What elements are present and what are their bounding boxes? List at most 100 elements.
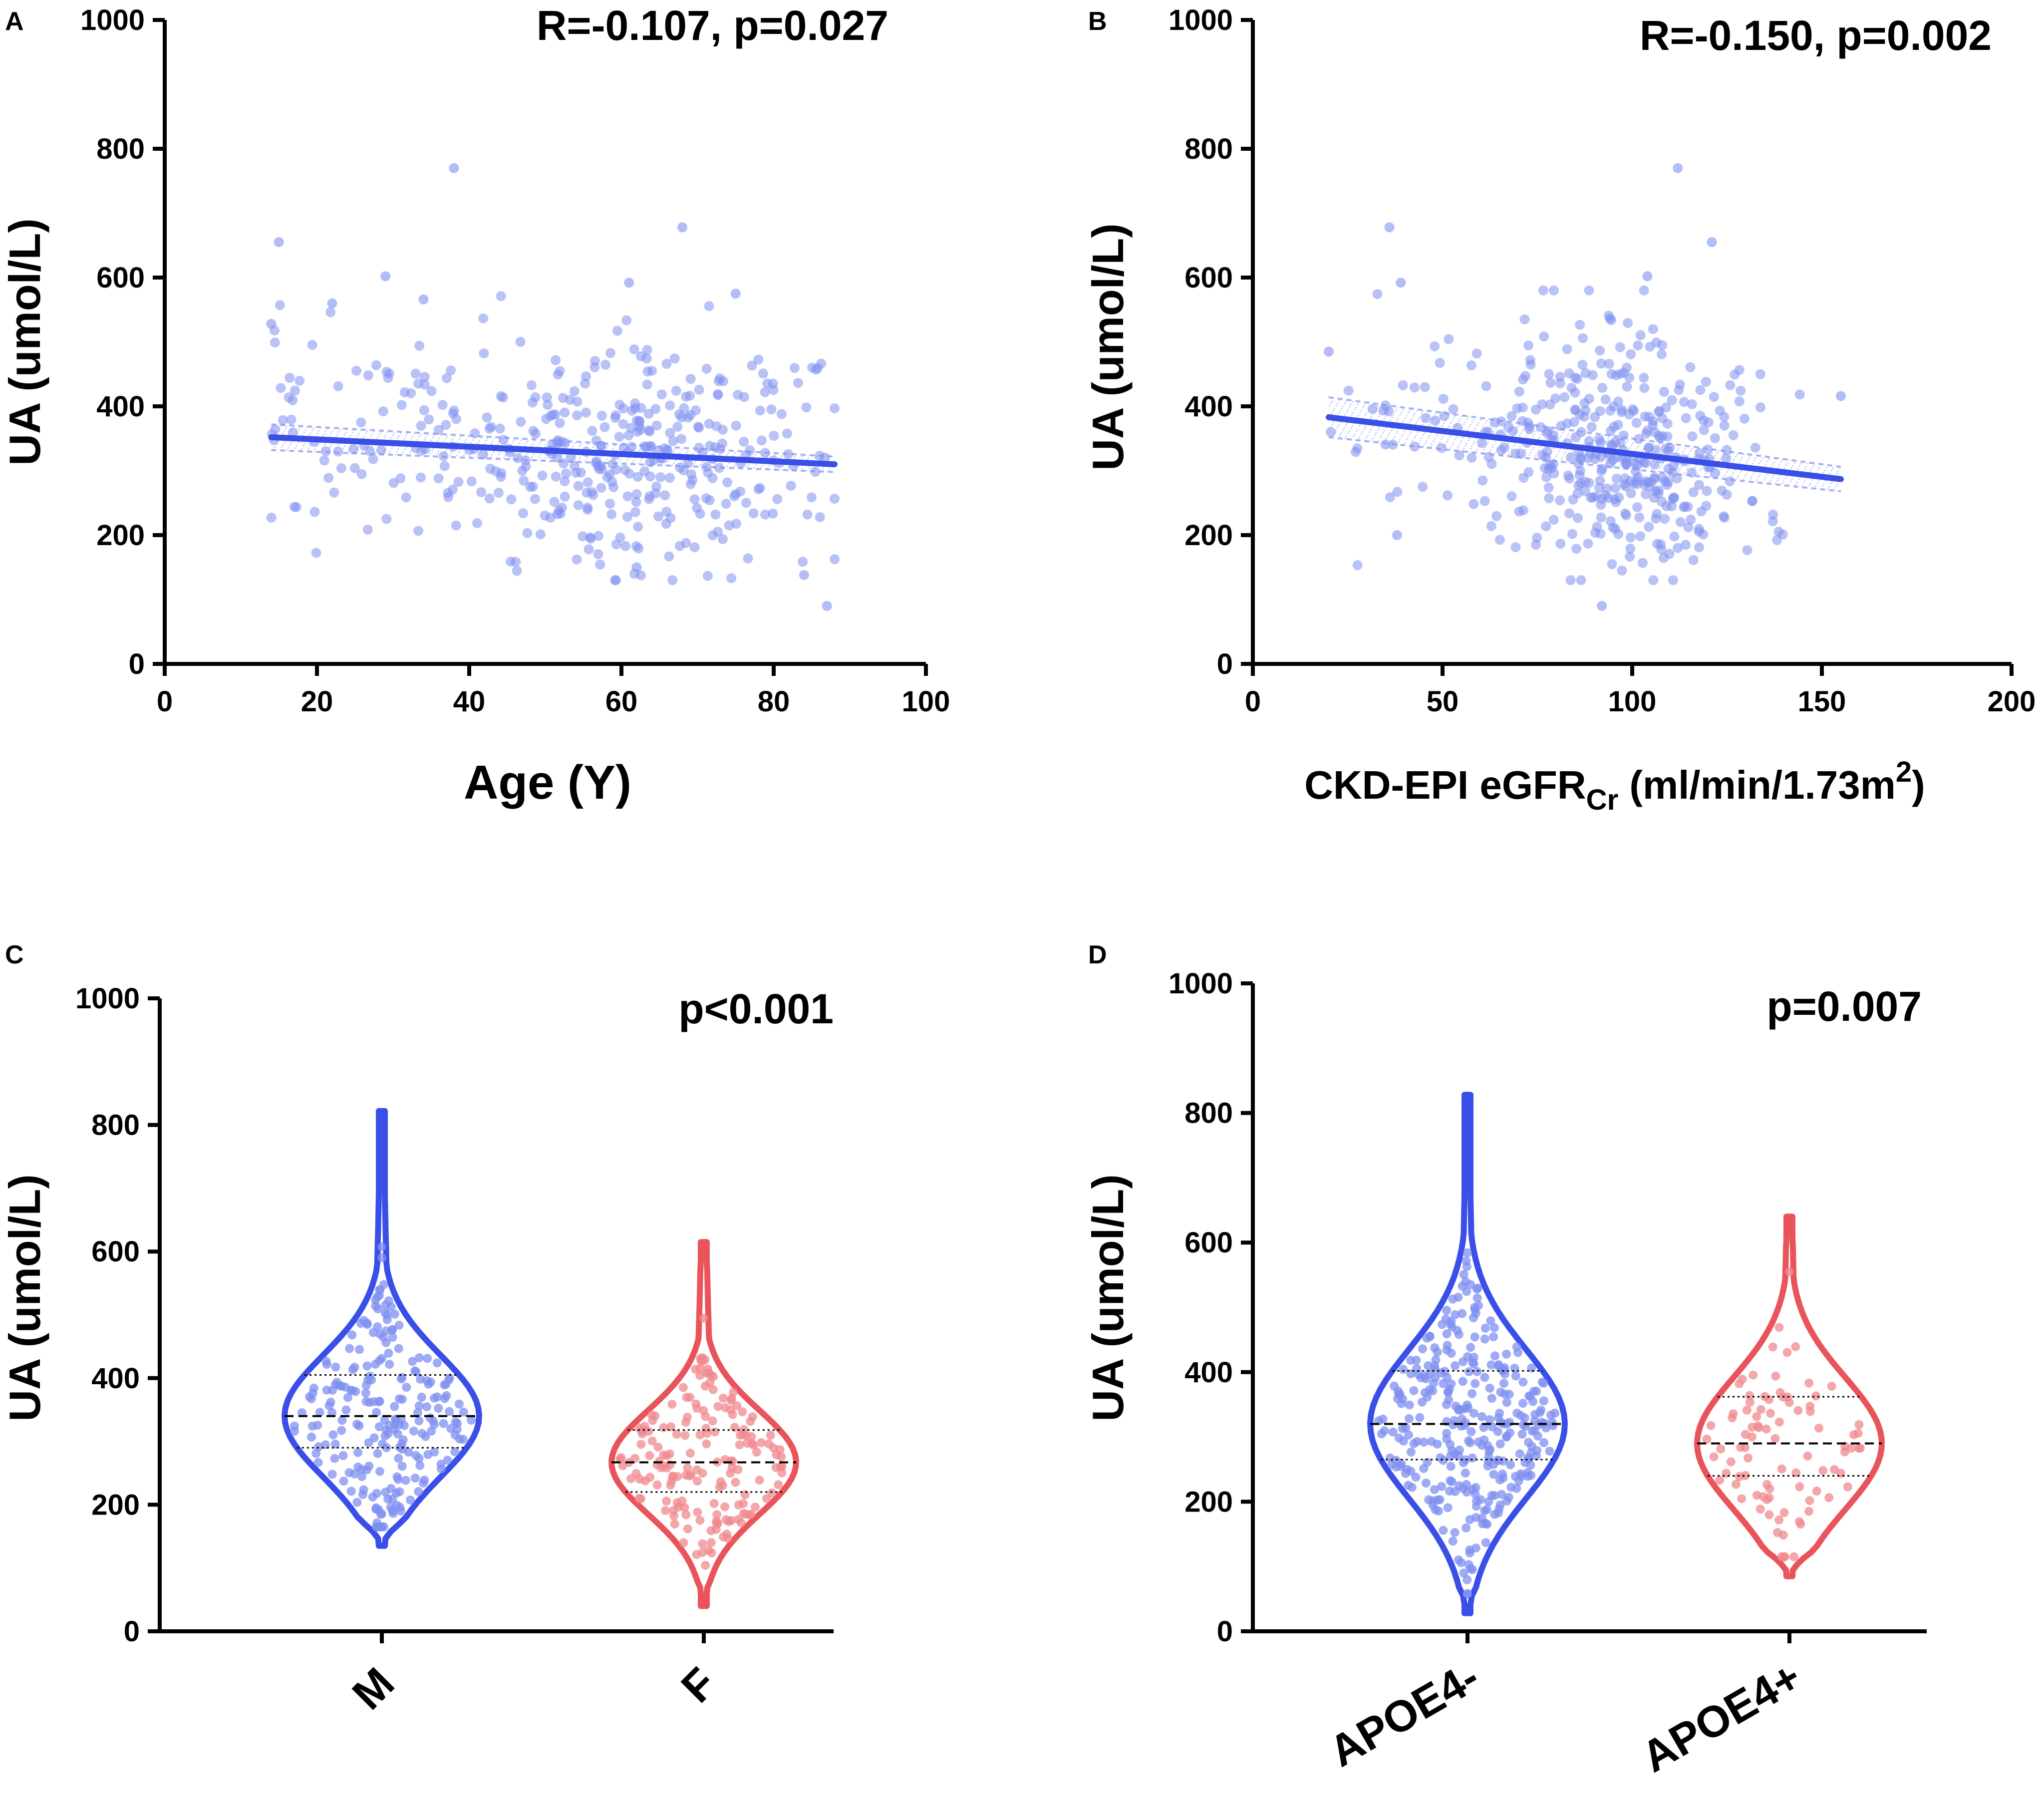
data-point: [618, 1461, 627, 1471]
data-point: [1565, 452, 1576, 463]
data-point: [1537, 1377, 1547, 1387]
data-point: [644, 494, 654, 504]
data-point: [653, 1442, 663, 1452]
data-point: [1411, 1473, 1421, 1482]
data-point: [440, 1380, 449, 1390]
y-tick-label: 1000: [75, 982, 140, 1015]
data-point: [437, 400, 448, 410]
data-point: [777, 1468, 787, 1478]
data-point: [1545, 399, 1555, 410]
data-point: [1532, 1386, 1541, 1396]
category-label: APOE4+: [1633, 1652, 1809, 1782]
data-point: [1795, 1482, 1804, 1492]
data-point: [668, 1472, 678, 1482]
data-point: [1628, 404, 1638, 415]
data-point: [1471, 1513, 1480, 1522]
data-point: [681, 1510, 691, 1519]
data-point: [423, 1354, 432, 1363]
data-point: [1490, 1351, 1499, 1361]
data-point: [677, 1496, 687, 1506]
data-point: [453, 477, 464, 487]
data-point: [328, 1430, 338, 1440]
data-point: [1610, 483, 1621, 493]
data-point: [683, 1413, 692, 1422]
data-point: [285, 372, 295, 383]
data-point: [327, 298, 337, 308]
data-point: [704, 301, 714, 311]
y-tick-label: 200: [1184, 519, 1233, 552]
data-point: [685, 410, 696, 420]
data-point: [1695, 385, 1706, 395]
data-point: [1512, 1484, 1521, 1493]
data-point: [1326, 427, 1336, 437]
data-point: [458, 1435, 468, 1444]
data-point: [745, 445, 755, 455]
data-point: [551, 471, 561, 482]
data-point: [647, 1436, 657, 1446]
data-point: [1564, 368, 1574, 378]
data-point: [555, 366, 565, 376]
panel-label-c: C: [5, 940, 24, 969]
category-label: F: [671, 1658, 725, 1712]
data-point: [735, 1440, 744, 1450]
data-point: [1419, 1437, 1429, 1447]
data-point: [1854, 1444, 1864, 1453]
data-point: [695, 509, 705, 519]
data-point: [1466, 1564, 1475, 1573]
y-tick-label: 0: [1217, 648, 1233, 680]
data-point: [1559, 392, 1570, 402]
data-point: [1519, 314, 1530, 324]
data-point: [1405, 1400, 1414, 1410]
data-point: [661, 358, 672, 369]
data-point: [569, 386, 580, 396]
data-point: [1740, 413, 1750, 424]
data-point: [599, 422, 610, 432]
data-point: [614, 399, 625, 410]
data-point: [433, 425, 444, 435]
data-point: [446, 1424, 456, 1433]
data-point: [1805, 1401, 1815, 1411]
data-point: [557, 502, 567, 513]
data-point: [762, 1494, 771, 1503]
data-point: [614, 432, 624, 442]
data-point: [323, 473, 334, 483]
data-point: [1734, 396, 1745, 407]
data-point: [546, 513, 556, 523]
violin-outline: [282, 1108, 482, 1549]
data-point: [498, 392, 508, 403]
data-point: [822, 601, 832, 611]
data-point: [1387, 1460, 1397, 1470]
data-point: [1782, 1348, 1792, 1357]
data-point: [707, 1548, 716, 1557]
data-point: [1588, 492, 1598, 503]
data-point: [1590, 528, 1600, 538]
data-point: [1405, 1414, 1414, 1423]
data-point: [1604, 359, 1614, 369]
data-point: [1728, 430, 1739, 440]
data-point: [799, 570, 809, 580]
data-point: [772, 1450, 781, 1460]
points-b: [1324, 163, 1846, 611]
data-point: [330, 1454, 339, 1463]
data-point: [1545, 1447, 1554, 1456]
data-point: [635, 1475, 644, 1484]
data-point: [573, 481, 584, 491]
data-point: [707, 473, 718, 483]
data-point: [1515, 1449, 1524, 1459]
data-point: [1459, 1270, 1468, 1279]
data-point: [1619, 367, 1629, 378]
data-point: [610, 575, 621, 586]
data-point: [651, 420, 662, 431]
data-point: [1483, 1461, 1492, 1471]
violin-outline: [608, 1239, 799, 1609]
data-point: [336, 463, 346, 473]
data-point: [1429, 1378, 1438, 1388]
data-point: [807, 492, 817, 503]
data-point: [1385, 492, 1395, 503]
data-point: [728, 1410, 737, 1419]
data-point: [1368, 404, 1378, 414]
data-point: [631, 489, 642, 499]
data-point: [288, 427, 298, 438]
x-tick-label: 80: [758, 685, 790, 718]
data-point: [694, 384, 704, 395]
